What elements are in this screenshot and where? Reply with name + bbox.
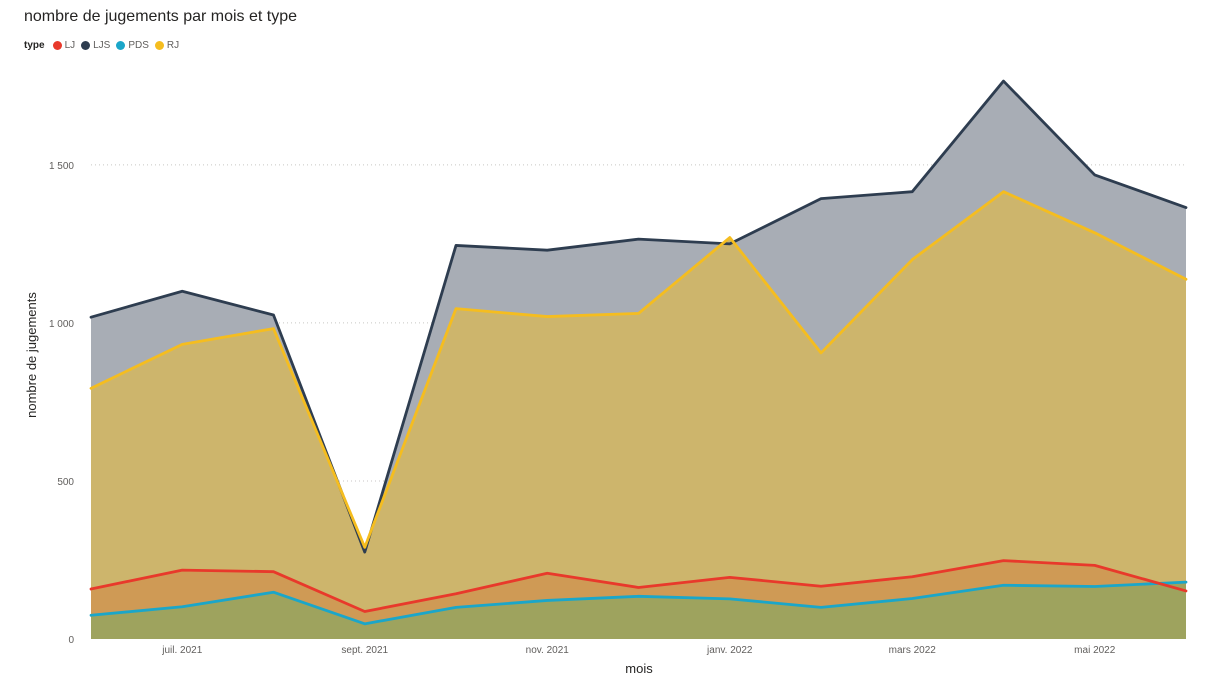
line-rj[interactable]: [89, 190, 1188, 549]
legend: type LJ LJS PDS RJ: [24, 40, 179, 51]
x-tick-label: juil. 2021: [161, 645, 202, 656]
line-pds[interactable]: [89, 580, 1188, 626]
y-tick-label: 500: [57, 477, 74, 488]
y-axis-ticks: 0 500 1 000 1 500: [49, 161, 74, 646]
y-tick-label: 1 000: [49, 319, 74, 330]
area-rj: [91, 191, 1186, 640]
x-tick-label: mars 2022: [889, 645, 937, 656]
x-axis-title: mois: [625, 661, 653, 676]
line-ljs[interactable]: [89, 79, 1188, 554]
legend-dot-pds: [116, 41, 126, 50]
legend-title: type: [24, 40, 45, 51]
legend-item-rj[interactable]: RJ: [154, 40, 180, 51]
legend-item-ljs[interactable]: LJS: [81, 40, 110, 51]
y-tick-label: 0: [68, 635, 74, 646]
x-tick-label: mai 2022: [1074, 645, 1116, 656]
legend-dot-lj: [52, 41, 62, 50]
legend-label-lj: LJ: [64, 40, 76, 51]
legend-label-rj: RJ: [166, 40, 180, 51]
series-lines: [89, 79, 1188, 626]
legend-item-pds[interactable]: PDS: [116, 40, 149, 51]
x-tick-label: sept. 2021: [341, 645, 388, 656]
chart-title: nombre de jugements par mois et type: [24, 8, 298, 25]
legend-dot-ljs: [81, 41, 91, 50]
legend-dot-rj: [154, 41, 164, 50]
x-axis-ticks: juil. 2021 sept. 2021 nov. 2021 janv. 2022 m…: [161, 645, 1116, 656]
x-tick-label: janv. 2022: [706, 645, 753, 656]
y-axis-title: nombre de jugements: [24, 292, 39, 418]
x-tick-label: nov. 2021: [526, 645, 570, 656]
y-tick-label: 1 500: [49, 161, 74, 172]
legend-item-lj[interactable]: LJ: [52, 40, 76, 51]
legend-label-pds: PDS: [128, 40, 149, 51]
legend-label-ljs: LJS: [93, 40, 111, 51]
series-areas: [91, 81, 1186, 640]
line-lj[interactable]: [89, 559, 1188, 613]
